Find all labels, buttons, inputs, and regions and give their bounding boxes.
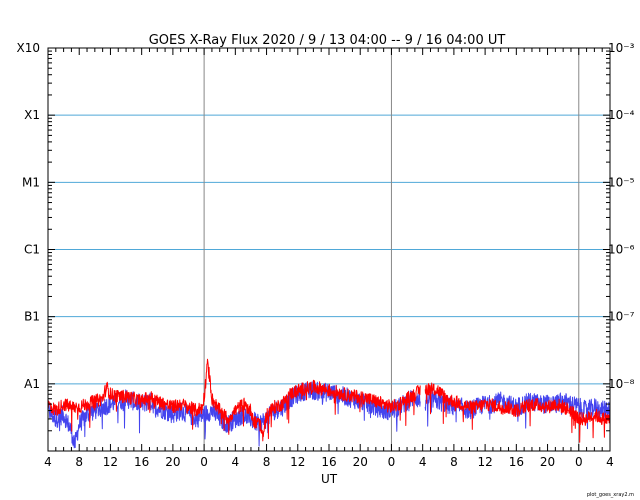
axis-ticks [47,48,611,452]
x-tick-label-2: 12 [103,455,118,469]
x-tick-label-6: 4 [232,455,240,469]
x-tick-label-8: 12 [290,455,305,469]
y-left-label-0: X10 [17,41,41,55]
y-left-label-1: X1 [24,108,40,122]
x-tick-label-10: 20 [353,455,368,469]
x-tick-label-18: 4 [606,455,614,469]
x-tick-label-1: 8 [75,455,83,469]
x-tick-label-14: 12 [477,455,492,469]
x-tick-label-0: 4 [44,455,52,469]
x-tick-label-17: 0 [575,455,583,469]
x-tick-label-3: 16 [134,455,149,469]
x-tick-label-15: 16 [509,455,524,469]
x-tick-label-7: 8 [263,455,271,469]
footer-note: plot_goes_xray2.m [587,492,634,498]
y-left-label-3: C1 [24,243,40,257]
chart-title: GOES X-Ray Flux 2020 / 9 / 13 04:00 -- 9… [149,33,506,48]
y-left-label-4: B1 [24,310,40,324]
y-right-label-3: 10⁻⁶ [608,243,635,257]
y-right-label-2: 10⁻⁵ [608,175,635,189]
x-axis-title: UT [321,472,338,486]
x-tick-label-12: 4 [419,455,427,469]
y-right-label-0: 10⁻³ [608,41,635,55]
series-layer [47,358,611,449]
x-tick-label-5: 0 [200,455,208,469]
y-left-label-5: A1 [24,377,40,391]
y-left-label-2: M1 [22,175,40,189]
grid-lines [48,48,610,451]
y-right-label-5: 10⁻⁸ [608,377,635,391]
x-tick-label-13: 8 [450,455,458,469]
x-tick-label-11: 0 [388,455,396,469]
y-right-label-1: 10⁻⁴ [608,108,635,122]
axis-labels: 4 8 12 16 20 0 4 8 12 16 20 0 4 8 12 16 20 0 4 X10 X1 M1 C1 B1 A… [17,41,635,469]
x-tick-label-9: 16 [321,455,336,469]
x-tick-label-16: 20 [540,455,555,469]
y-right-label-4: 10⁻⁷ [608,310,635,324]
x-tick-label-4: 20 [165,455,180,469]
series-line-0 [47,358,611,443]
